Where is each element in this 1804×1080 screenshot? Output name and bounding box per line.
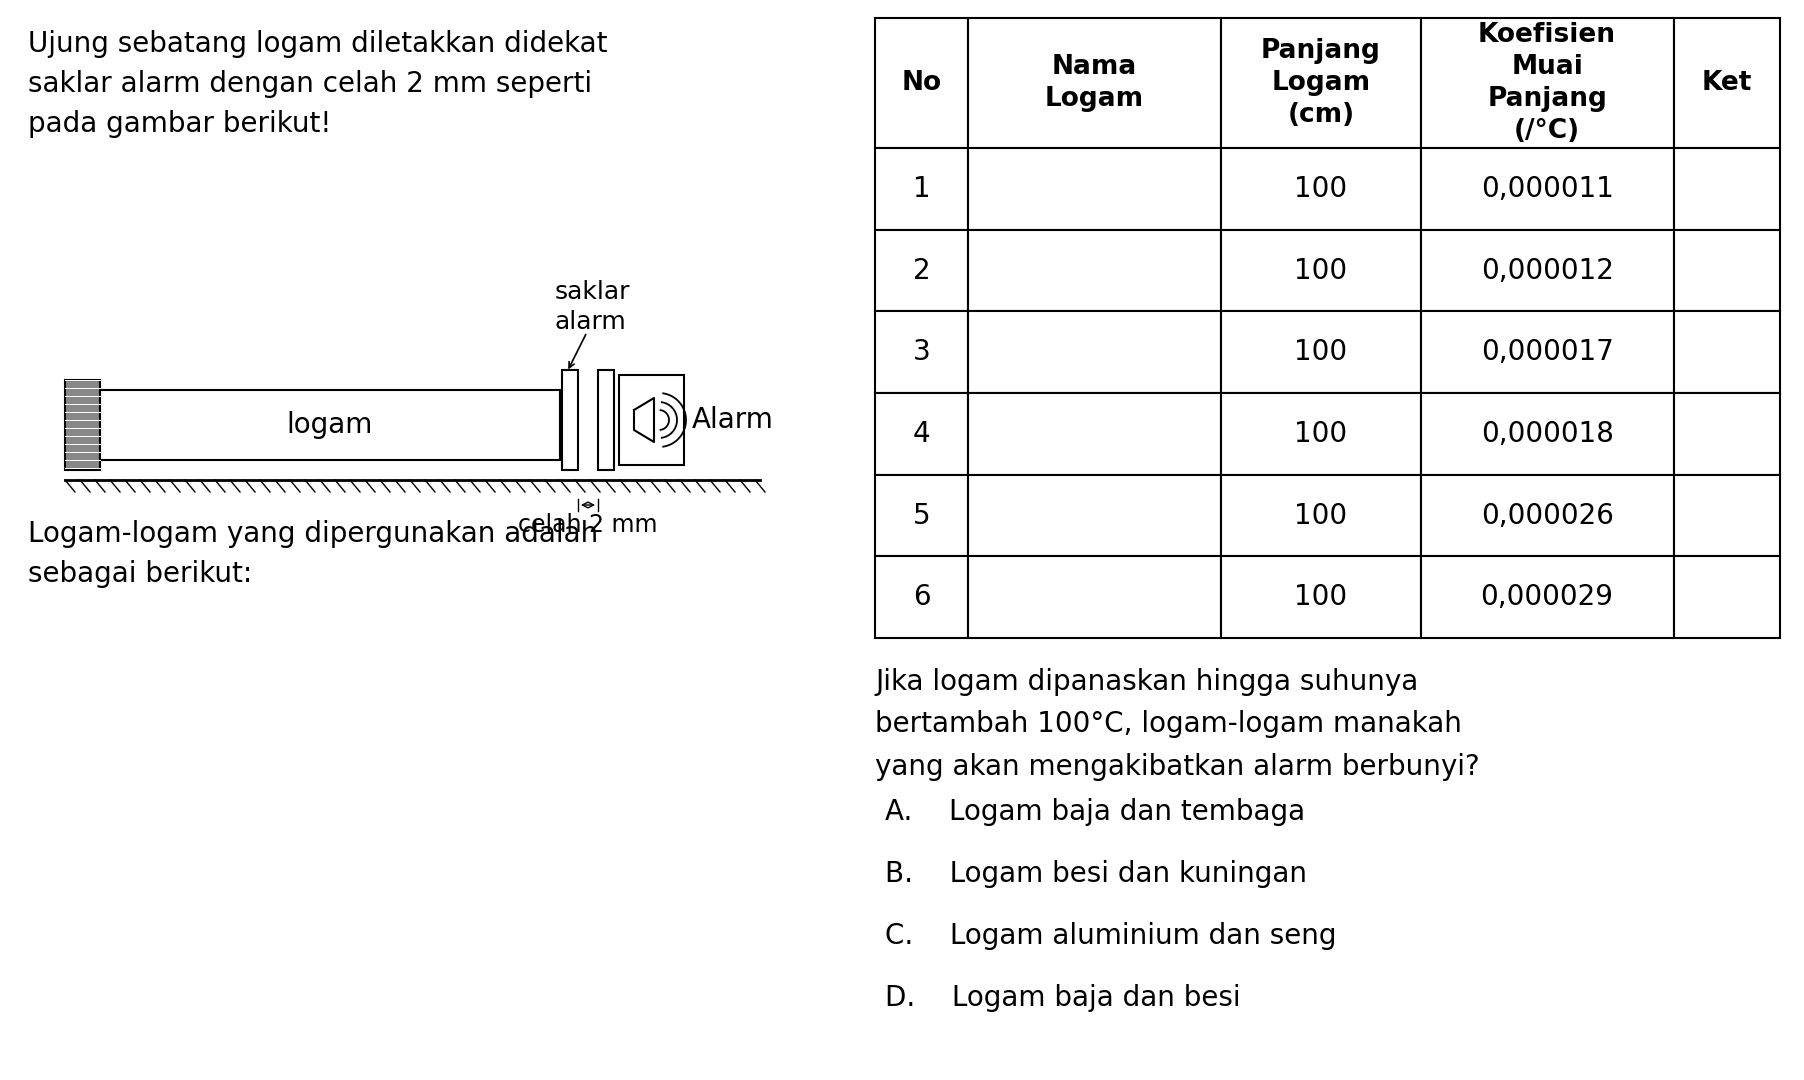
- Text: 100: 100: [1293, 583, 1348, 611]
- Text: 0,000029: 0,000029: [1481, 583, 1613, 611]
- Bar: [1221, 393, 1422, 475]
- Text: A.  Logam baja dan tembaga: A. Logam baja dan tembaga: [886, 798, 1304, 826]
- Bar: [1674, 148, 1781, 230]
- Text: 0,000017: 0,000017: [1481, 338, 1613, 366]
- Bar: [1422, 230, 1674, 311]
- Bar: [1422, 311, 1674, 393]
- Text: 0,000018: 0,000018: [1481, 420, 1613, 448]
- Bar: [65, 380, 99, 470]
- Text: Ujung sebatang logam diletakkan didekat
saklar alarm dengan celah 2 mm seperti
p: Ujung sebatang logam diletakkan didekat …: [29, 30, 608, 138]
- Bar: [875, 18, 969, 148]
- Text: 6: 6: [913, 583, 931, 611]
- Bar: [1221, 311, 1422, 393]
- Text: Logam-logam yang dipergunakan adalah
sebagai berikut:: Logam-logam yang dipergunakan adalah seb…: [29, 519, 599, 589]
- Bar: [1422, 18, 1674, 148]
- Bar: [1674, 556, 1781, 638]
- Bar: [969, 18, 1221, 148]
- Text: D.  Logam baja dan besi: D. Logam baja dan besi: [886, 984, 1241, 1012]
- Bar: [1674, 18, 1781, 148]
- Text: 4: 4: [913, 420, 931, 448]
- Text: celah 2 mm: celah 2 mm: [518, 513, 658, 537]
- Text: Alarm: Alarm: [693, 406, 774, 434]
- Bar: [1422, 393, 1674, 475]
- Text: 2: 2: [913, 257, 931, 285]
- Bar: [1674, 393, 1781, 475]
- Bar: [1422, 148, 1674, 230]
- Bar: [1221, 475, 1422, 556]
- Text: 3: 3: [913, 338, 931, 366]
- Bar: [99, 390, 559, 460]
- Bar: [969, 148, 1221, 230]
- Bar: [563, 370, 577, 470]
- Text: Nama
Logam: Nama Logam: [1045, 54, 1144, 112]
- Bar: [875, 393, 969, 475]
- Text: 100: 100: [1293, 175, 1348, 203]
- Bar: [875, 475, 969, 556]
- Bar: [875, 148, 969, 230]
- Text: 0,000011: 0,000011: [1481, 175, 1613, 203]
- Bar: [875, 556, 969, 638]
- Bar: [969, 393, 1221, 475]
- Bar: [969, 230, 1221, 311]
- Text: 0,000026: 0,000026: [1481, 501, 1613, 529]
- Text: 0,000012: 0,000012: [1481, 257, 1613, 285]
- Bar: [1674, 311, 1781, 393]
- Polygon shape: [633, 399, 655, 442]
- Bar: [1674, 475, 1781, 556]
- Text: 100: 100: [1293, 420, 1348, 448]
- Bar: [969, 311, 1221, 393]
- Bar: [875, 311, 969, 393]
- Text: 1: 1: [913, 175, 931, 203]
- Text: Jika logam dipanaskan hingga suhunya
bertambah 100°C, logam-logam manakah
yang a: Jika logam dipanaskan hingga suhunya ber…: [875, 669, 1479, 781]
- Bar: [1674, 230, 1781, 311]
- Bar: [1422, 475, 1674, 556]
- Text: 100: 100: [1293, 501, 1348, 529]
- Bar: [1221, 148, 1422, 230]
- Text: 100: 100: [1293, 257, 1348, 285]
- Bar: [1221, 18, 1422, 148]
- Text: No: No: [902, 70, 942, 96]
- Bar: [969, 475, 1221, 556]
- Text: 5: 5: [913, 501, 931, 529]
- Text: saklar
alarm: saklar alarm: [554, 280, 630, 334]
- Text: B.  Logam besi dan kuningan: B. Logam besi dan kuningan: [886, 860, 1308, 888]
- Bar: [969, 556, 1221, 638]
- Text: Panjang
Logam
(cm): Panjang Logam (cm): [1261, 38, 1380, 129]
- Bar: [1221, 556, 1422, 638]
- Text: Ket: Ket: [1701, 70, 1752, 96]
- Bar: [1422, 556, 1674, 638]
- Text: C.  Logam aluminium dan seng: C. Logam aluminium dan seng: [886, 922, 1337, 950]
- Bar: [875, 230, 969, 311]
- Bar: [1221, 230, 1422, 311]
- Bar: [619, 375, 684, 465]
- Text: 100: 100: [1293, 338, 1348, 366]
- Text: Koefisien
Muai
Panjang
(/°C): Koefisien Muai Panjang (/°C): [1477, 22, 1616, 144]
- Bar: [597, 370, 613, 470]
- Text: logam: logam: [287, 411, 373, 438]
